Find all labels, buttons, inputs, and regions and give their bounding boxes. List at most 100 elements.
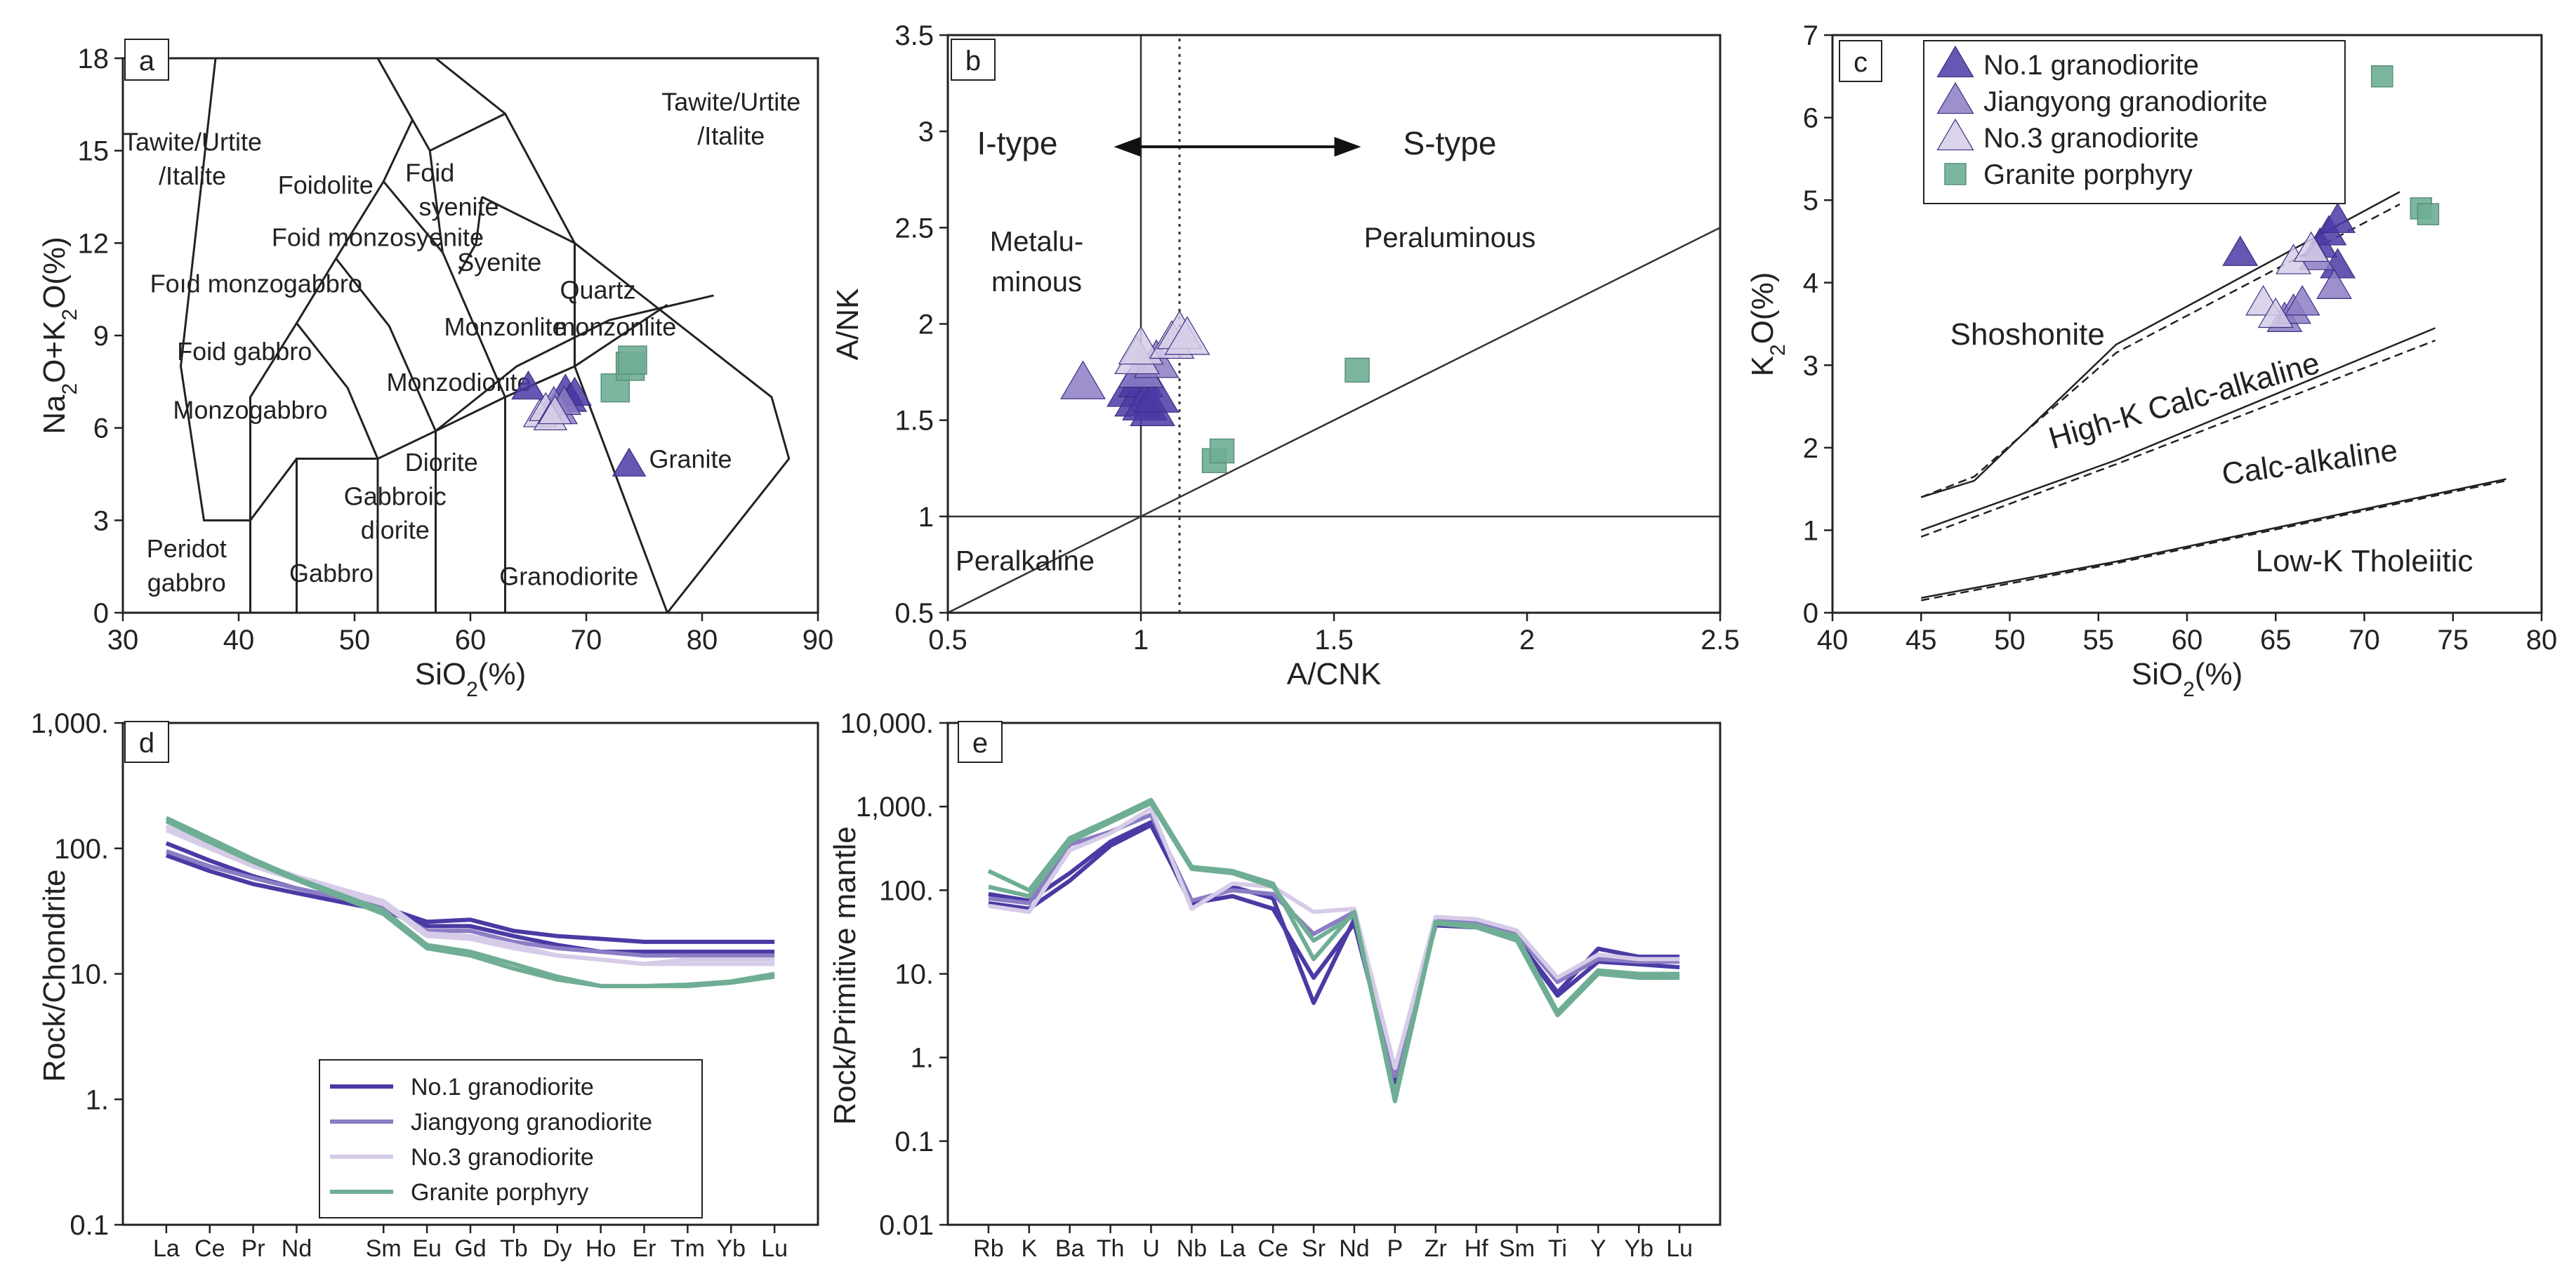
- panel-c-legend-label: Granite porphyry: [1983, 159, 2193, 190]
- panel-a-field-label: Foıd monzogabbro: [150, 270, 362, 298]
- panel-b-x-tick-label: 0.5: [928, 625, 967, 656]
- panel-d-y-tick-label: 10.: [70, 959, 109, 990]
- panel-c-y-tick-label: 3: [1803, 350, 1818, 381]
- panel-d-x-tick-label: Tb: [500, 1235, 528, 1262]
- panel-e-line-porphyry: [987, 797, 1680, 1103]
- panel-c-series-boundaries: [1920, 191, 2506, 602]
- panel-a-field-label: Foid: [405, 159, 454, 187]
- panel-d-legend-label: Jiangyong granodiorite: [411, 1109, 652, 1136]
- panel-d-x-ticks: La Ce Pr Nd Sm Eu Gd Tb Dy Ho Er Tm Yb Lu: [153, 1225, 788, 1262]
- panel-b-y-tick-label: 3: [918, 117, 934, 147]
- panel-e-x-tick-label: Ti: [1548, 1235, 1567, 1262]
- panel-c-boundary-dashed: [1920, 203, 2400, 498]
- panel-a-boundary-line: [249, 119, 414, 613]
- panel-a-y-tick-label: 9: [93, 321, 109, 352]
- panel-e-y-tick-label: 1,000.: [856, 792, 934, 823]
- panel-e-x-tick-label: Sr: [1302, 1235, 1326, 1262]
- panel-a-tas-diagram: Tawite/Urtite/Italite Tawite/Urtite/Itali…: [37, 39, 833, 701]
- panel-c-point-no1: [2320, 202, 2356, 233]
- panel-e-x-tick-label: Zr: [1425, 1235, 1447, 1262]
- panel-d-line-porphyry: [165, 819, 775, 988]
- panel-c-boundary-solid: [1920, 191, 2400, 498]
- panel-a-data-points: [511, 345, 647, 477]
- panel-c-label-box: [1839, 40, 1882, 82]
- panel-b-x-tick-label: 1: [1133, 625, 1149, 656]
- panel-a-point-no3: [538, 394, 572, 425]
- panel-e-label: e: [972, 728, 988, 759]
- panel-a-x-tick-label: 60: [455, 625, 487, 656]
- panel-c-boundary-solid: [1920, 327, 2436, 531]
- panel-a-field-label: Gabbroic: [344, 481, 447, 510]
- panel-b-x-tick-label: 2.5: [1700, 625, 1740, 656]
- panel-e-line-no3: [988, 806, 1680, 1070]
- panel-c-boundary-dashed: [1920, 339, 2436, 538]
- panel-c-y-tick-label: 0: [1803, 598, 1818, 629]
- panel-d-x-tick-label: La: [153, 1235, 180, 1262]
- panel-d-pattern-lines: [165, 816, 775, 988]
- panel-e-y-axis-title: Rock/Primitive mantle: [828, 826, 862, 1124]
- panel-a-field-label: Quartz: [560, 275, 635, 304]
- panel-d-x-tick-label: Eu: [412, 1235, 442, 1262]
- panel-d-x-tick-label: Gd: [454, 1235, 486, 1262]
- panel-b-label: b: [965, 46, 981, 77]
- panel-d-ree-patterns: La Ce Pr Nd Sm Eu Gd Tb Dy Ho Er Tm Yb Lu 0.1 1. 10. 100…: [31, 708, 819, 1262]
- panel-a-field-label: Foidolite: [278, 171, 374, 199]
- panel-d-frame: [121, 722, 819, 1226]
- panel-a-field-label: Monzonlite: [444, 312, 566, 341]
- panel-b-arrow-left-head: [1114, 137, 1141, 157]
- panel-a-y-tick-label: 3: [93, 505, 109, 536]
- panel-a-x-tick-label: 90: [802, 625, 834, 656]
- panel-e-x-tick-label: Th: [1097, 1235, 1125, 1262]
- panel-a-field-label: Syenite: [457, 248, 541, 277]
- panel-a-boundary-line: [435, 294, 714, 432]
- panel-b-point-porphyry: [1345, 357, 1370, 383]
- panel-e-line-no1: [988, 823, 1680, 1085]
- panel-b-y-ticks: 0.5 1 1.5 2 2.5 3 3.5: [894, 20, 948, 629]
- panel-b-label-box: [951, 39, 996, 81]
- panel-a-field-labels: Tawite/Urtite/Italite Tawite/Urtite/Itali…: [123, 88, 800, 597]
- panel-d-legend-label: No.3 granodiorite: [411, 1144, 594, 1171]
- panel-c-y-tick-label: 2: [1803, 433, 1818, 464]
- panel-c-x-tick-label: 50: [1994, 625, 2026, 656]
- panel-c-x-tick-label: 40: [1817, 625, 1849, 656]
- panel-e-y-tick-label: 0.1: [894, 1127, 934, 1157]
- panel-c-x-tick-label: 75: [2438, 625, 2469, 656]
- panel-c-field-label: Low-K Tholeiitic: [2256, 544, 2473, 578]
- panel-b-anknk-diagram: I-type S-type Metalu-minous Peraluminous Per…: [831, 20, 1740, 691]
- panel-b-field-label: Peralkaline: [956, 546, 1095, 577]
- panel-a-field-label: diorite: [361, 516, 430, 545]
- panel-c-point-jiangyong: [2284, 285, 2320, 316]
- panel-d-label: d: [139, 728, 154, 759]
- panel-e-frame: [946, 722, 1722, 1226]
- panel-b-y-tick-label: 1.5: [894, 406, 934, 437]
- panel-d-line-no1: [165, 853, 775, 955]
- panel-e-y-tick-label: 10.: [894, 959, 934, 990]
- panel-c-x-tick-label: 55: [2083, 625, 2115, 656]
- panel-a-x-tick-label: 70: [571, 625, 602, 656]
- panel-a-point-no1: [511, 370, 546, 400]
- panel-b-field-label: Peraluminous: [1364, 222, 1536, 253]
- panel-e-y-ticks: 0.01 0.1 1. 10. 100. 1,000. 10,000.: [840, 708, 948, 1241]
- panel-d-y-axis-title: Rock/Chondrite: [37, 869, 72, 1082]
- panel-b-x-axis-title: A/CNK: [1287, 657, 1381, 691]
- panel-e-x-tick-label: Sm: [1499, 1235, 1535, 1262]
- panel-d-legend-label: Granite porphyry: [411, 1179, 588, 1206]
- panel-b-y-tick-label: 3.5: [894, 20, 934, 51]
- panel-c-x-tick-label: 70: [2349, 625, 2380, 656]
- panel-d-x-tick-label: Nd: [282, 1235, 312, 1262]
- panel-a-y-tick-label: 6: [93, 413, 109, 444]
- panel-a-boundary-line: [458, 197, 483, 274]
- panel-d-label-box: [124, 721, 169, 763]
- panel-c-boundary-solid: [1921, 478, 2506, 599]
- panel-c-point-no3: [2293, 231, 2330, 263]
- panel-c-point-no3: [2257, 297, 2294, 328]
- panel-a-label-box: [124, 39, 169, 81]
- panel-b-y-tick-label: 2.5: [894, 213, 934, 244]
- panel-a-y-tick-label: 15: [78, 136, 110, 167]
- panel-d-x-tick-label: Ho: [586, 1235, 616, 1262]
- panel-d-x-tick-label: Er: [633, 1235, 656, 1262]
- panel-b-y-tick-label: 1: [918, 502, 934, 533]
- panel-d-x-tick-label: Pr: [242, 1235, 265, 1262]
- panel-a-field-label: Foid gabbro: [177, 337, 312, 366]
